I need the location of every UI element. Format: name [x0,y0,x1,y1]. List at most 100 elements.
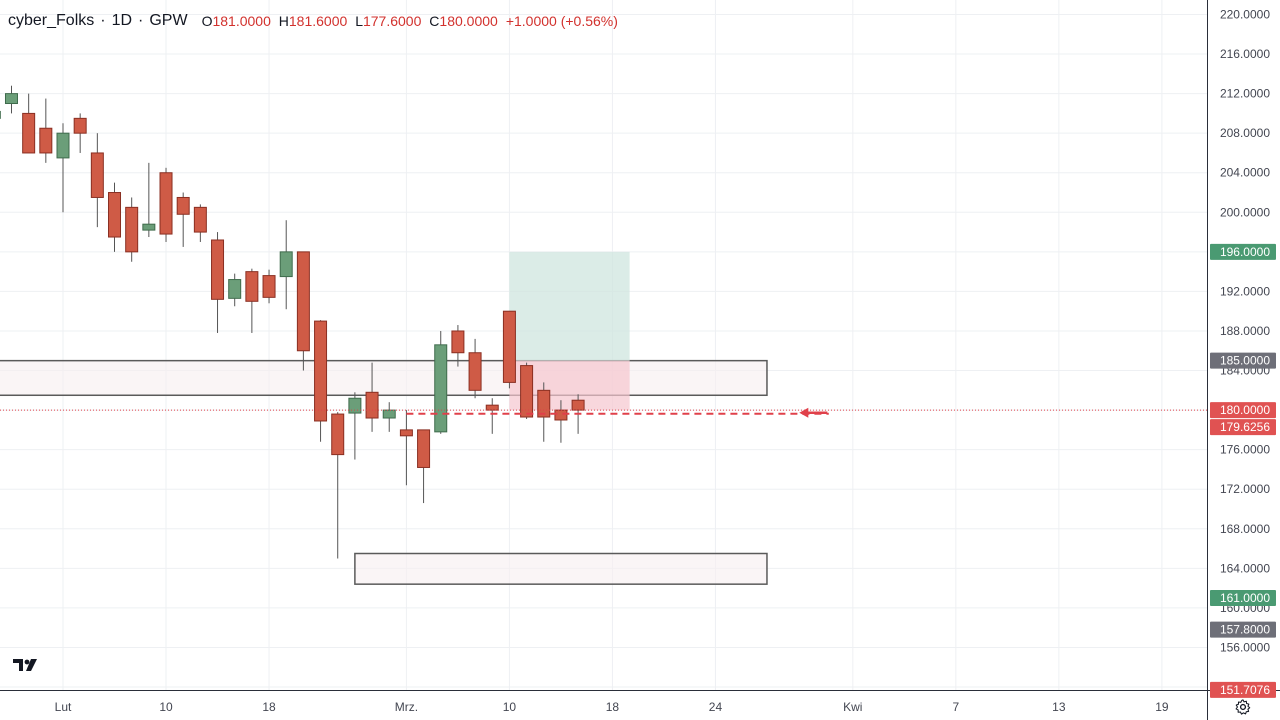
price-label-tag[interactable]: 157.8000 [1210,621,1276,638]
price-tick-label: 208.0000 [1220,126,1270,140]
candle-body [176,196,190,215]
price-label-bg [1210,621,1276,638]
exchange-label: GPW [149,12,188,29]
price-label-bg [1210,419,1276,436]
time-tick-label: 18 [262,700,276,714]
candle [211,232,225,333]
candle-body [348,397,362,414]
price-label-tag[interactable]: 179.6256 [1210,419,1276,436]
ohlc-values: O181.0000 H181.6000 L177.6000 C180.0000 [198,13,498,29]
price-tick-label: 200.0000 [1220,205,1270,219]
price-tick-label: 212.0000 [1220,87,1270,101]
candle-body [159,172,173,235]
price-label-text: 157.8000 [1220,623,1270,637]
candle [228,273,242,307]
candle-body [22,112,36,154]
candle-body [262,275,276,298]
candle-body [502,310,516,383]
candle [434,330,448,434]
symbol-legend[interactable]: cyber_Folks · 1D · GPW O181.0000 H181.60… [8,10,618,32]
candle [90,133,104,228]
time-tick-label: 10 [503,700,517,714]
candle-body [417,429,431,468]
candle-body [554,409,568,421]
profit-target-area[interactable] [509,251,630,361]
legend-separator: · [100,12,106,29]
low-label: L [355,13,363,29]
candle-body [382,409,396,419]
time-tick-label: Kwi [843,700,862,714]
open-label: O [201,13,213,29]
candle [56,123,70,213]
price-label-text: 179.6256 [1220,420,1270,434]
candle [451,325,465,367]
price-label-bg [1210,590,1276,607]
candle-body [39,127,53,154]
candle-body [245,271,259,302]
candle [73,113,87,153]
tradingview-logo-icon[interactable] [8,650,44,680]
price-tick-label: 204.0000 [1220,166,1270,180]
support-resistance-zones[interactable] [0,359,768,585]
candle [348,392,362,460]
candle [468,338,482,399]
candle [537,382,551,442]
candle [417,429,431,504]
price-tick-label: 176.0000 [1220,443,1270,457]
candle-body [468,352,482,391]
candle-body [296,251,310,352]
candle [159,167,173,242]
candle-body [142,223,156,231]
arrow-left-icon-head [799,407,809,418]
candle [382,402,396,432]
candlesticks [0,85,585,559]
candle [245,268,259,333]
price-tick-label: 156.0000 [1220,640,1270,654]
candle [142,162,156,238]
candle-body [73,117,87,134]
time-tick-label: 24 [709,700,723,714]
candle-body [399,429,413,437]
low-value: 177.6000 [362,13,422,29]
candle [262,269,276,304]
price-label-text: 196.0000 [1220,245,1270,259]
time-tick-label: 18 [606,700,620,714]
price-label-tag[interactable]: 151.7076 [1210,681,1276,698]
price-label-text: 185.0000 [1220,354,1270,368]
close-value: 180.0000 [439,13,498,29]
high-label: H [278,13,289,29]
price-tick-label: 164.0000 [1220,561,1270,575]
candle [502,310,516,389]
support-zone[interactable] [354,552,768,585]
price-label-tag[interactable]: 196.0000 [1210,243,1276,260]
open-value: 181.0000 [212,13,271,29]
price-label-tag[interactable]: 185.0000 [1210,352,1276,369]
candle [39,98,53,163]
candle [399,410,413,486]
gear-icon[interactable] [1230,695,1256,719]
resistance-zone[interactable] [0,359,768,397]
legend-separator: · [138,12,144,29]
high-value: 181.6000 [288,13,348,29]
candle-body [56,132,70,159]
candle-body [520,365,534,418]
price-label-tag[interactable]: 180.0000 [1210,402,1276,419]
candle [314,320,328,442]
price-label-bg [1210,243,1276,260]
time-tick-label: 10 [159,700,173,714]
price-tick-label: 216.0000 [1220,47,1270,61]
price-tick-label: 220.0000 [1220,8,1270,22]
price-label-text: 180.0000 [1220,403,1270,417]
candle [193,204,207,242]
candle-body [193,206,207,233]
candle-body [125,206,139,253]
candle-body [4,93,18,105]
time-tick-label: Mrz. [395,700,418,714]
price-label-tag[interactable]: 161.0000 [1210,590,1276,607]
price-label-bg [1210,681,1276,698]
price-label-text: 151.7076 [1220,683,1270,697]
interval-label[interactable]: 1D [111,12,133,29]
symbol-name[interactable]: cyber_Folks [8,12,95,29]
